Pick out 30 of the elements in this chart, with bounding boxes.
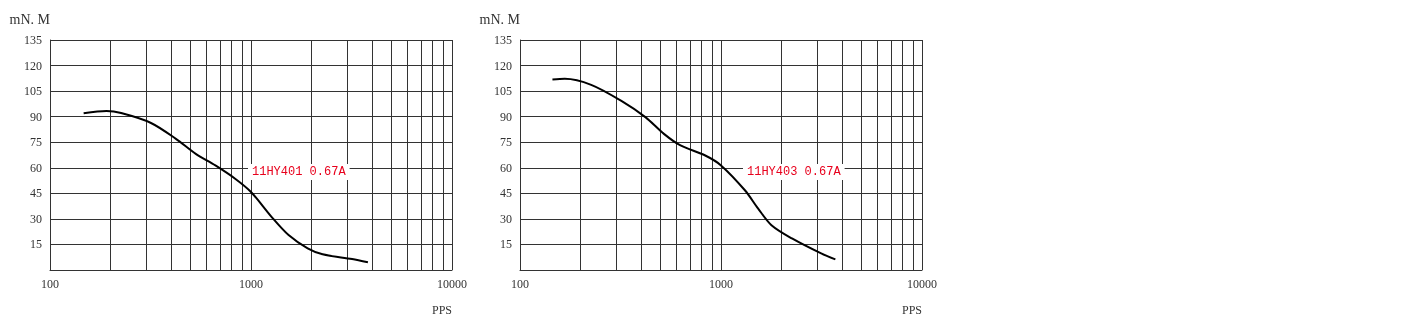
y-tick-label: 135	[24, 33, 42, 47]
y-tick-label: 45	[500, 186, 512, 201]
x-tick-label: 100	[511, 277, 529, 291]
y-tick-label: 60	[30, 160, 42, 175]
y-tick-label: 15	[500, 237, 512, 252]
x-tick-label: 10000	[907, 277, 937, 291]
y-tick-label: 90	[30, 109, 42, 124]
annotation: 11HY401 0.67A	[252, 165, 347, 179]
y-tick-label: 120	[494, 58, 512, 73]
x-axis-title: PPS	[901, 303, 922, 317]
x-tick-label: 100	[41, 277, 59, 291]
y-tick-label: 15	[30, 237, 42, 252]
y-tick-label: 75	[30, 135, 42, 150]
y-tick-label: 120	[24, 58, 42, 73]
y-tick-label: 30	[500, 211, 512, 226]
y-tick-label: 45	[30, 186, 42, 201]
y-tick-label: 30	[30, 211, 42, 226]
y-tick-label: 105	[24, 84, 42, 99]
y-tick-label: 135	[494, 33, 512, 47]
y-tick-label: 90	[500, 109, 512, 124]
x-tick-label: 1000	[709, 277, 733, 291]
y-axis-title: mN. M	[9, 11, 51, 27]
y-axis-title: mN. M	[479, 11, 521, 27]
y-tick-label: 105	[494, 84, 512, 99]
x-tick-label: 10000	[437, 277, 467, 291]
annotation: 11HY403 0.67A	[747, 165, 842, 179]
x-axis-title: PPS	[431, 303, 452, 317]
y-tick-label: 75	[500, 135, 512, 150]
x-tick-label: 1000	[239, 277, 263, 291]
y-tick-label: 60	[500, 160, 512, 175]
